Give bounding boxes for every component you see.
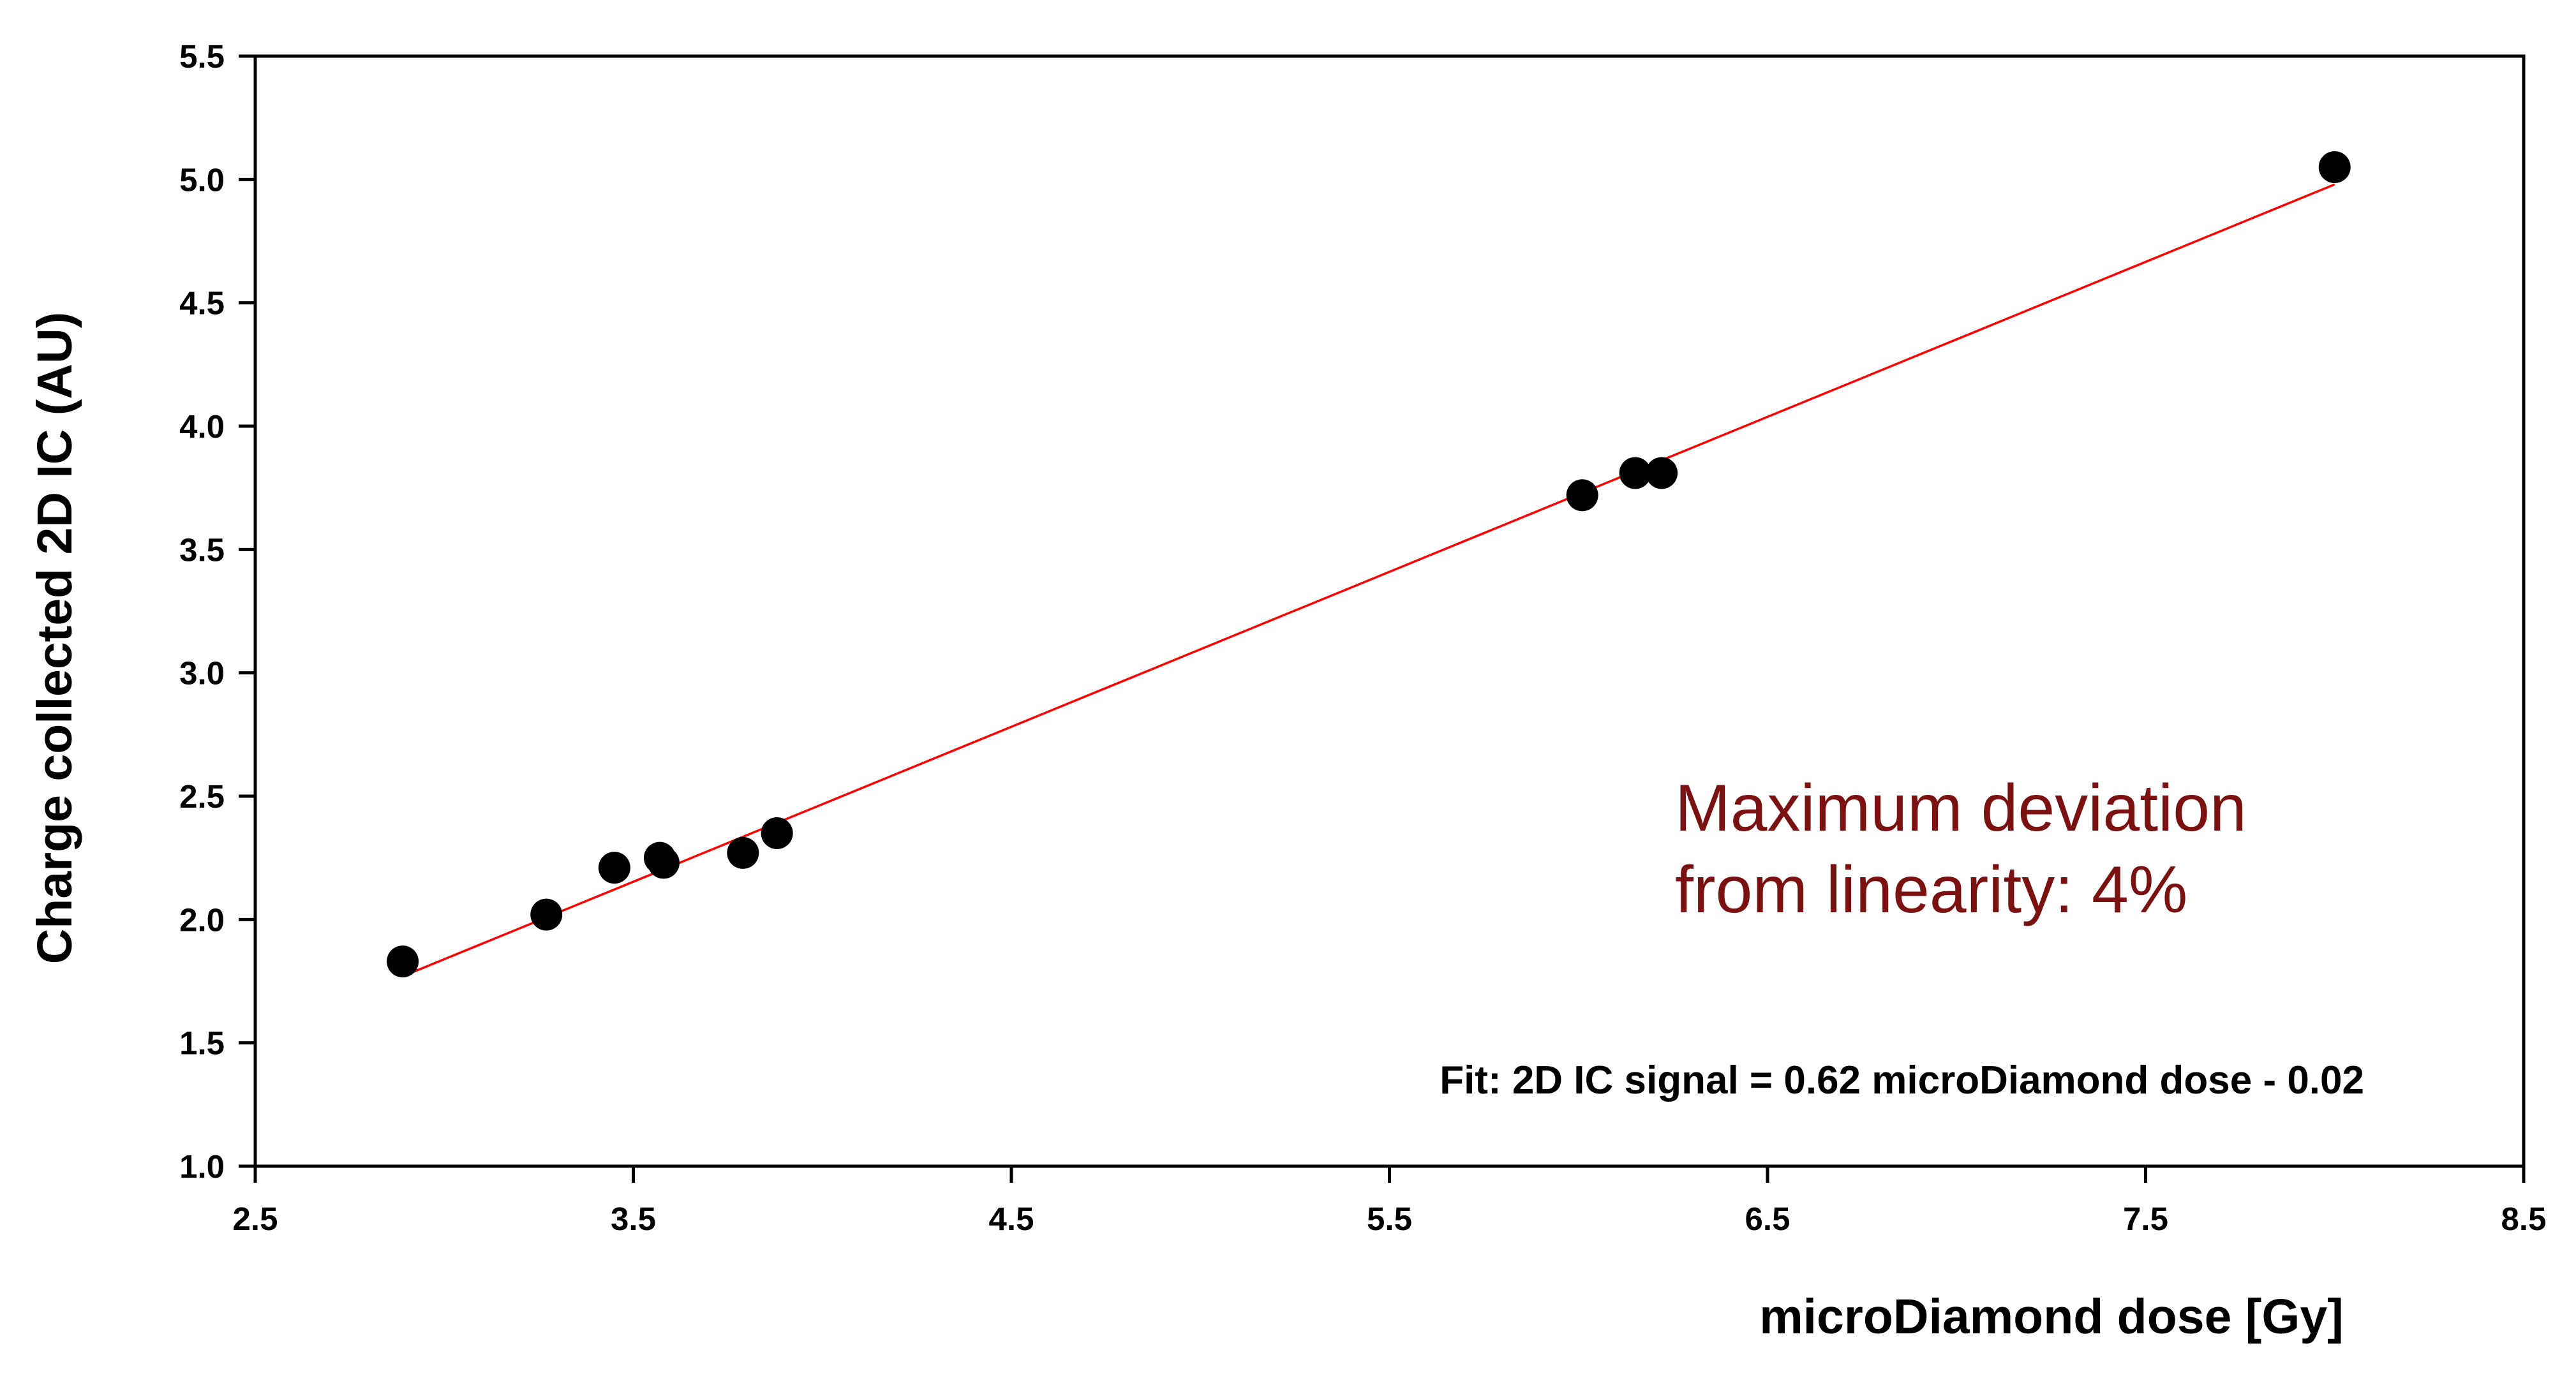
data-point [2318,151,2351,183]
data-point [727,836,759,869]
ticks: 1.0 1.5 2.0 2.5 3.0 3.5 4.0 4.5 5.0 5.5 2.5 3.5 4.5 5… [179,38,2546,1237]
x-tick-label: 6.5 [1745,1201,1791,1237]
y-tick-label: 2.5 [179,778,225,815]
x-tick-label: 5.5 [1367,1201,1412,1237]
fit-line-layer [402,183,2335,977]
y-axis-title: Charge collected 2D IC (AU) [27,312,82,965]
y-tick-label: 5.0 [179,161,225,198]
data-point [647,847,680,879]
y-tick-label: 3.5 [179,531,225,568]
data-point [387,945,419,978]
fit-line [402,183,2335,977]
data-point [598,852,630,884]
data-point [530,898,563,931]
y-tick-label: 4.5 [179,285,225,322]
x-tick-label: 7.5 [2123,1201,2168,1237]
y-tick-label: 2.0 [179,901,225,938]
x-tick-label: 3.5 [611,1201,656,1237]
y-tick-label: 5.5 [179,38,225,75]
x-axis-title: microDiamond dose [Gy] [1759,1289,2344,1344]
y-tick-label: 1.5 [179,1025,225,1062]
deviation-annotation-line-2: from linearity: 4% [1675,853,2187,927]
x-tick-label: 2.5 [233,1201,278,1237]
x-tick-label: 4.5 [989,1201,1034,1237]
data-point [761,817,793,849]
data-point [1646,457,1678,489]
x-tick-label: 8.5 [2501,1201,2547,1237]
data-point [1566,479,1598,512]
y-tick-label: 1.0 [179,1148,225,1185]
data-points-layer [387,151,2351,978]
data-point [1619,457,1651,489]
deviation-annotation-line-1: Maximum deviation [1675,771,2247,845]
fit-equation-annotation: Fit: 2D IC signal = 0.62 microDiamond do… [1440,1058,2364,1102]
y-tick-label: 3.0 [179,655,225,692]
y-tick-label: 4.0 [179,408,225,445]
